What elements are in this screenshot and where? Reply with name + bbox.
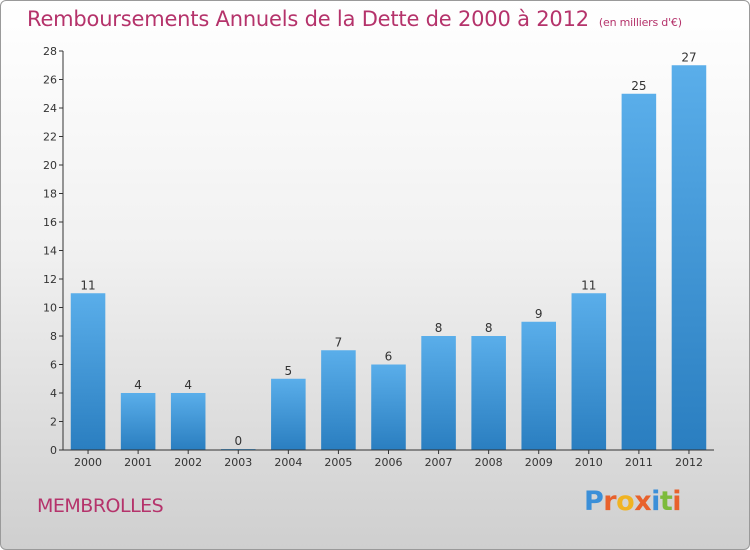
x-tick-label: 2001 (124, 456, 152, 469)
x-tick-label: 2006 (375, 456, 403, 469)
bar[interactable] (621, 93, 657, 450)
bar[interactable] (321, 350, 356, 450)
y-tick-label: 12 (43, 273, 57, 286)
bar[interactable] (170, 393, 206, 450)
data-label: 27 (681, 50, 696, 64)
logo-letter: x (634, 486, 652, 517)
x-tick-label: 2004 (274, 456, 302, 469)
bar[interactable] (471, 336, 506, 450)
bars: 11 4 4 0 5 7 6 8 8 9 11 25 27 (70, 50, 707, 451)
x-tick-label: 2003 (224, 456, 252, 469)
y-tick-label: 8 (50, 330, 57, 343)
logo-letter: t (659, 486, 673, 517)
x-tick-label: 2000 (74, 456, 102, 469)
y-tick-label: 6 (50, 359, 57, 372)
bar[interactable] (571, 293, 607, 450)
chart-title-text: Remboursements Annuels de la Dette de 20… (27, 7, 589, 31)
y-tick-label: 14 (43, 245, 57, 258)
bar[interactable] (521, 321, 557, 450)
chart-subtitle: (en milliers d'€) (598, 16, 682, 29)
x-axis: 2000 2001 2002 2003 2004 2005 2006 2007 2008 2009… (63, 449, 714, 469)
y-tick-label: 10 (43, 302, 57, 315)
x-tick-label: 2005 (324, 456, 352, 469)
y-tick-label: 24 (43, 102, 57, 115)
data-label: 8 (485, 321, 493, 335)
x-tick-label: 2009 (525, 456, 553, 469)
logo-letter: i (651, 486, 660, 517)
y-tick-label: 4 (50, 387, 57, 400)
y-tick-label: 20 (43, 159, 57, 172)
data-label: 7 (335, 335, 343, 349)
x-tick-label: 2007 (425, 456, 453, 469)
logo-letter: P (584, 486, 604, 517)
data-label: 6 (385, 350, 393, 364)
logo-letter: r (603, 486, 617, 517)
y-tick-label: 26 (43, 74, 57, 87)
y-tick-label: 22 (43, 131, 57, 144)
chart-title: Remboursements Annuels de la Dette de 20… (27, 7, 682, 31)
bar[interactable] (120, 393, 156, 450)
y-tick-label: 16 (43, 216, 57, 229)
x-tick-label: 2011 (625, 456, 653, 469)
x-tick-label: 2002 (174, 456, 202, 469)
data-label: 25 (631, 79, 646, 93)
y-tick-label: 18 (43, 188, 57, 201)
y-tick-label: 2 (50, 416, 57, 429)
data-label: 9 (535, 307, 543, 321)
data-label: 8 (435, 321, 443, 335)
commune-name: MEMBROLLES (37, 495, 164, 517)
x-tick-label: 2012 (675, 456, 703, 469)
logo-letter: i (672, 486, 682, 517)
y-tick-label: 0 (50, 444, 57, 457)
bar[interactable] (671, 65, 707, 450)
logo-letter: o (616, 486, 635, 517)
data-label: 4 (134, 378, 142, 392)
data-label: 11 (581, 278, 596, 292)
data-label: 0 (234, 434, 242, 448)
data-label: 5 (285, 364, 293, 378)
data-label: 11 (80, 278, 95, 292)
proxiti-logo: Proxiti (584, 486, 682, 517)
bar[interactable] (421, 336, 456, 450)
x-tick-label: 2008 (475, 456, 503, 469)
data-label: 4 (184, 378, 192, 392)
x-tick-label: 2010 (575, 456, 603, 469)
bar[interactable] (271, 378, 306, 450)
bar[interactable] (70, 293, 106, 450)
bar[interactable] (371, 364, 406, 451)
y-tick-label: 28 (43, 45, 57, 58)
